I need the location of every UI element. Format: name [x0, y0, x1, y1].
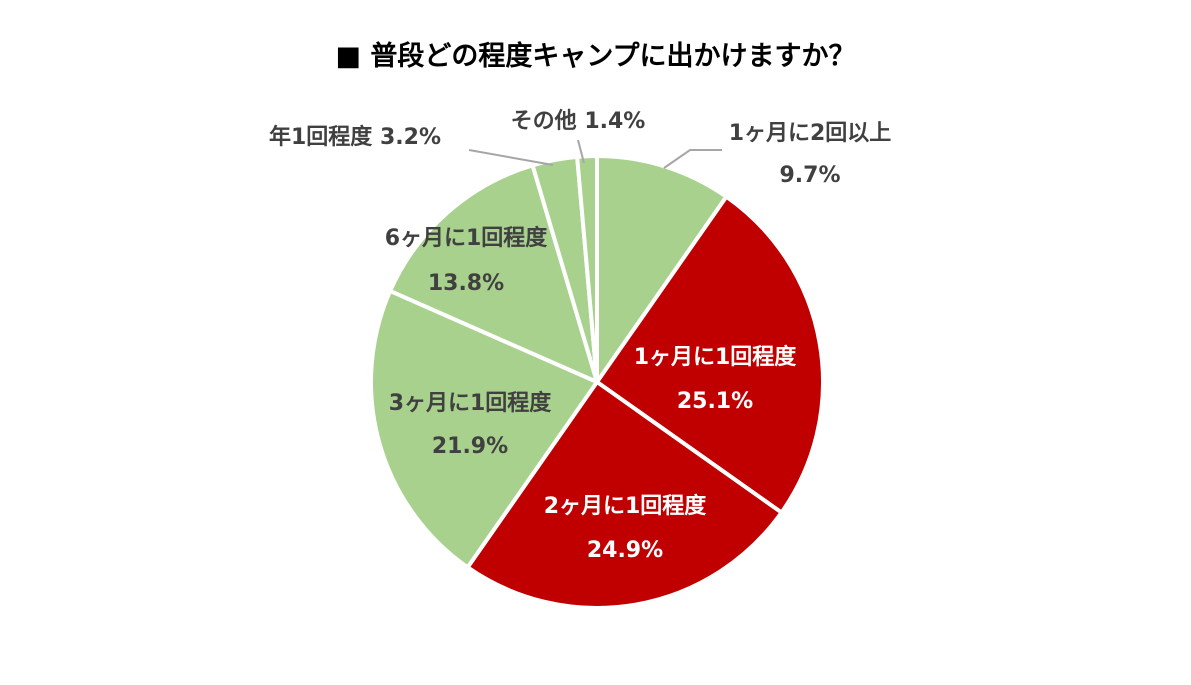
leader-line: [663, 149, 722, 169]
leader-line: [468, 149, 554, 166]
pie-slice: [465, 380, 784, 610]
slice-value-label: 21.9%: [432, 434, 508, 459]
slice-label: 3ヶ月に1回程度: [389, 390, 553, 416]
pie-slice: [369, 288, 599, 570]
slice-labels: 1ヶ月に2回以上 9.7% 1ヶ月に1回程度 25.1% 2ヶ月に1回程度 24.9% 3ヶ…: [269, 109, 891, 563]
slice-label: 2ヶ月に1回程度: [544, 493, 708, 519]
pie-slice: [595, 194, 825, 515]
slice-label: 1ヶ月に1回程度: [634, 344, 798, 370]
leader-lines: [468, 139, 722, 169]
slice-value-label: 25.1%: [677, 389, 753, 414]
slice-label: 1ヶ月に2回以上: [729, 121, 892, 146]
pie-slice: [388, 163, 599, 384]
slice-label: 6ヶ月に1回程度: [385, 225, 549, 251]
slice-value-label: 9.7%: [779, 163, 840, 188]
chart-title: ■ 普段どの程度キャンプに出かけますか？: [335, 41, 856, 72]
slice-value-label: 24.9%: [587, 538, 663, 563]
leader-line: [577, 139, 585, 164]
slice-value-label: 13.8%: [428, 271, 504, 296]
pie-slice: [575, 153, 599, 384]
slice-label: 年1回程度 3.2%: [269, 124, 441, 150]
pie-slices: [369, 153, 825, 610]
slice-label: その他 1.4%: [511, 109, 646, 134]
